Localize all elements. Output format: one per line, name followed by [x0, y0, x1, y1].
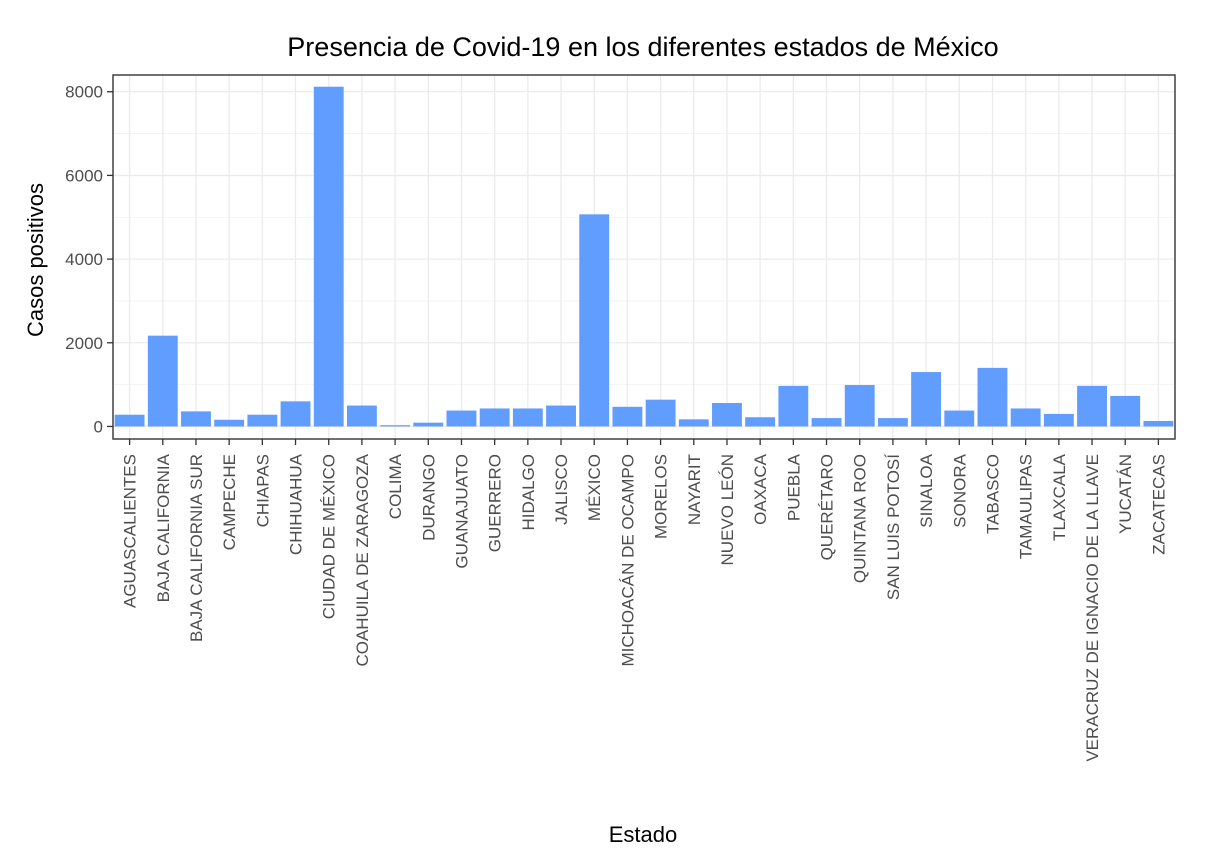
x-tick-label: TABASCO [983, 454, 1002, 534]
bar [877, 418, 908, 427]
x-tick-label: CIUDAD DE MÉXICO [320, 454, 339, 619]
y-axis-title: Casos positivos [23, 183, 48, 337]
bar [512, 408, 543, 427]
x-axis: AGUASCALIENTES BAJA CALIFORNIA BAJA CALIFO… [121, 439, 1168, 762]
bar [579, 214, 610, 427]
x-tick-label: SAN LUIS POTOSÍ [884, 454, 903, 600]
bar [446, 410, 477, 427]
x-tick-label: CAMPECHE [220, 454, 239, 550]
x-tick-label: SINALOA [917, 453, 936, 527]
x-tick-label: OAXACA [751, 453, 770, 525]
bar [612, 406, 643, 427]
bar [678, 419, 709, 427]
bars [114, 86, 1174, 427]
x-tick-label: NUEVO LEÓN [718, 454, 737, 565]
bar [280, 401, 311, 427]
bar [181, 411, 211, 427]
bar [1110, 395, 1141, 427]
x-tick-label: BAJA CALIFORNIA [154, 453, 173, 602]
x-tick-label: MÉXICO [585, 454, 604, 521]
x-tick-label: TLAXCALA [1050, 453, 1069, 541]
x-tick-label: JALISCO [552, 454, 571, 525]
x-tick-label: VERACRUZ DE IGNACIO DE LA LLAVE [1083, 454, 1102, 762]
x-tick-label: COLIMA [386, 453, 405, 519]
y-tick-label: 4000 [65, 250, 103, 269]
bar [745, 417, 776, 427]
x-tick-label: QUINTANA ROO [851, 454, 870, 583]
bar [1043, 413, 1074, 427]
bar [380, 425, 411, 427]
x-tick-label: HIDALGO [519, 454, 538, 531]
bar [546, 405, 576, 427]
bar [247, 414, 278, 427]
x-tick-label: QUERÉTARO [818, 454, 837, 560]
bar [844, 385, 875, 427]
bar [778, 385, 809, 427]
x-tick-label: MORELOS [652, 454, 671, 539]
bar [645, 399, 676, 427]
x-tick-label: COAHUILA DE ZARAGOZA [353, 453, 372, 666]
bar [1143, 421, 1174, 427]
y-tick-label: 6000 [65, 166, 103, 185]
bar [214, 419, 245, 427]
x-tick-label: MICHOACÁN DE OCAMPO [618, 454, 637, 667]
bar [712, 403, 742, 427]
bar [114, 414, 145, 427]
bar [147, 335, 178, 427]
x-tick-label: CHIHUAHUA [287, 453, 306, 555]
bar [1077, 385, 1107, 427]
x-tick-label: BAJA CALIFORNIA SUR [187, 454, 206, 642]
y-tick-label: 0 [94, 417, 103, 436]
chart-title: Presencia de Covid-19 en los diferentes … [287, 32, 998, 62]
x-tick-label: GUANAJUATO [452, 454, 471, 569]
bar [313, 86, 344, 427]
bar [911, 372, 942, 427]
x-tick-label: SONORA [950, 453, 969, 527]
x-tick-label: AGUASCALIENTES [121, 454, 140, 608]
y-tick-label: 8000 [65, 83, 103, 102]
bar [1010, 408, 1041, 427]
plot-panel-border [112, 74, 1176, 440]
bar [413, 422, 444, 427]
bar [811, 418, 842, 427]
x-tick-label: PUEBLA [784, 453, 803, 521]
bar [977, 367, 1008, 427]
x-tick-label: NAYARIT [685, 454, 704, 525]
y-axis: 0 2000 4000 6000 8000 [65, 83, 113, 436]
grid-lines [113, 75, 1175, 439]
x-tick-label: CHIAPAS [253, 454, 272, 527]
bar [346, 405, 377, 427]
x-tick-label: GUERRERO [486, 454, 505, 552]
x-tick-label: TAMAULIPAS [1017, 454, 1036, 559]
x-tick-label: DURANGO [419, 454, 438, 541]
x-tick-label: ZACATECAS [1149, 454, 1168, 555]
x-axis-title: Estado [609, 822, 678, 847]
y-tick-label: 2000 [65, 334, 103, 353]
bar [944, 410, 975, 427]
bar [479, 408, 510, 427]
x-tick-label: YUCATÁN [1116, 454, 1135, 534]
